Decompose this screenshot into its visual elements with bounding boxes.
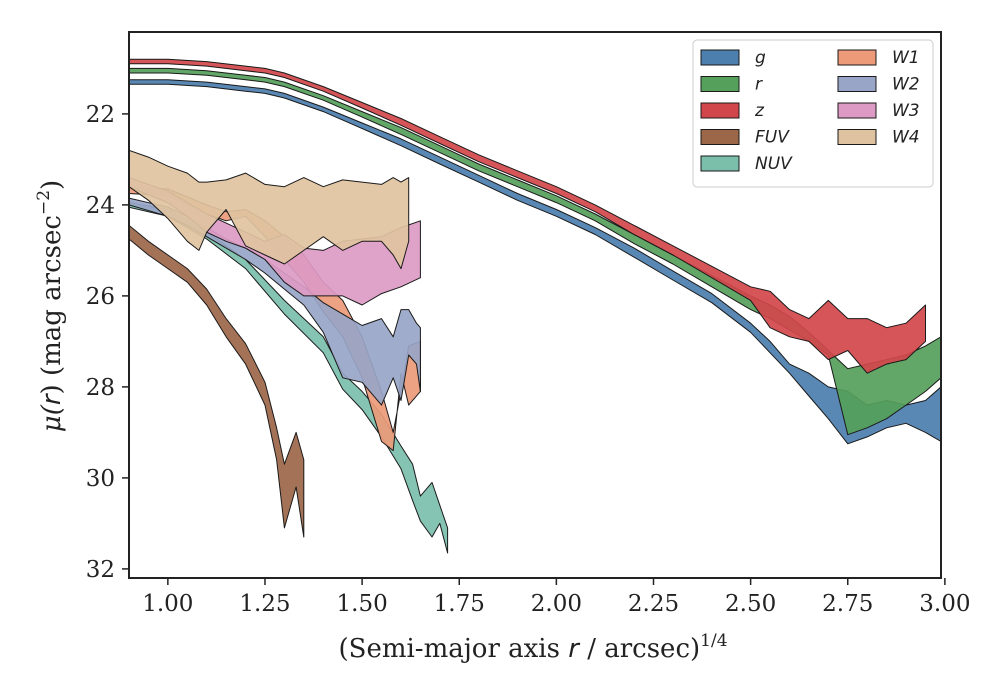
y-tick-label: 24 bbox=[86, 193, 115, 219]
band-fuv bbox=[129, 224, 305, 538]
band-w4 bbox=[129, 149, 410, 270]
legend-swatch-w3 bbox=[837, 102, 877, 119]
legend-label-r: r bbox=[755, 75, 763, 95]
data-bands bbox=[129, 58, 941, 554]
y-tick-label: 22 bbox=[86, 102, 115, 128]
legend-swatch-w2 bbox=[837, 76, 877, 92]
x-axis-ticks: 1.00 1.25 1.50 1.75 2.00 2.25 2.50 2.75 3.00 bbox=[142, 578, 970, 617]
legend-label-w3: W3 bbox=[892, 101, 920, 121]
x-tick-label: 2.00 bbox=[531, 591, 582, 617]
x-tick-label: 3.00 bbox=[919, 591, 970, 617]
legend-swatch-w4 bbox=[837, 129, 877, 145]
legend-label-fuv: FUV bbox=[755, 128, 790, 148]
legend-label-z: z bbox=[754, 101, 765, 121]
plot-frame bbox=[128, 31, 942, 579]
legend-label-nuv: NUV bbox=[755, 154, 793, 174]
x-tick-label: 2.50 bbox=[725, 591, 776, 617]
legend: grz FUV NUV W1 W2 W3 W4 bbox=[692, 39, 934, 188]
legend-label-g: g bbox=[755, 48, 766, 68]
y-tick-label: 28 bbox=[86, 375, 115, 401]
x-tick-label: 1.50 bbox=[337, 591, 388, 617]
legend-swatch-fuv bbox=[700, 129, 740, 145]
x-tick-label: 1.00 bbox=[142, 591, 193, 617]
band-nuv bbox=[129, 202, 449, 554]
x-tick-label: 2.75 bbox=[822, 591, 873, 617]
band-z bbox=[129, 58, 926, 374]
legend-label-w4: W4 bbox=[892, 128, 920, 148]
x-axis-label: (Semi-major axis r / arcsec)1/4 bbox=[338, 631, 727, 664]
x-tick-label: 1.25 bbox=[239, 591, 290, 617]
legend-swatch-g bbox=[700, 49, 740, 66]
legend-swatch-w1 bbox=[837, 49, 877, 66]
x-tick-label: 2.25 bbox=[628, 591, 679, 617]
y-tick-label: 30 bbox=[86, 466, 115, 492]
y-tick-label: 26 bbox=[86, 284, 115, 310]
legend-swatch-r bbox=[700, 76, 740, 92]
band-r bbox=[129, 67, 941, 436]
y-axis-label: μ(r) (mag arcsec−2) bbox=[34, 180, 67, 432]
y-tick-label: 32 bbox=[86, 557, 115, 583]
y-axis-ticks: 22 24 26 28 30 32 bbox=[86, 102, 129, 583]
x-tick-label: 1.75 bbox=[434, 591, 485, 617]
legend-swatch-nuv bbox=[700, 155, 740, 172]
legend-label-w2: W2 bbox=[892, 75, 920, 95]
legend-swatch-z bbox=[700, 102, 740, 119]
legend-label-w1: W1 bbox=[892, 48, 920, 68]
